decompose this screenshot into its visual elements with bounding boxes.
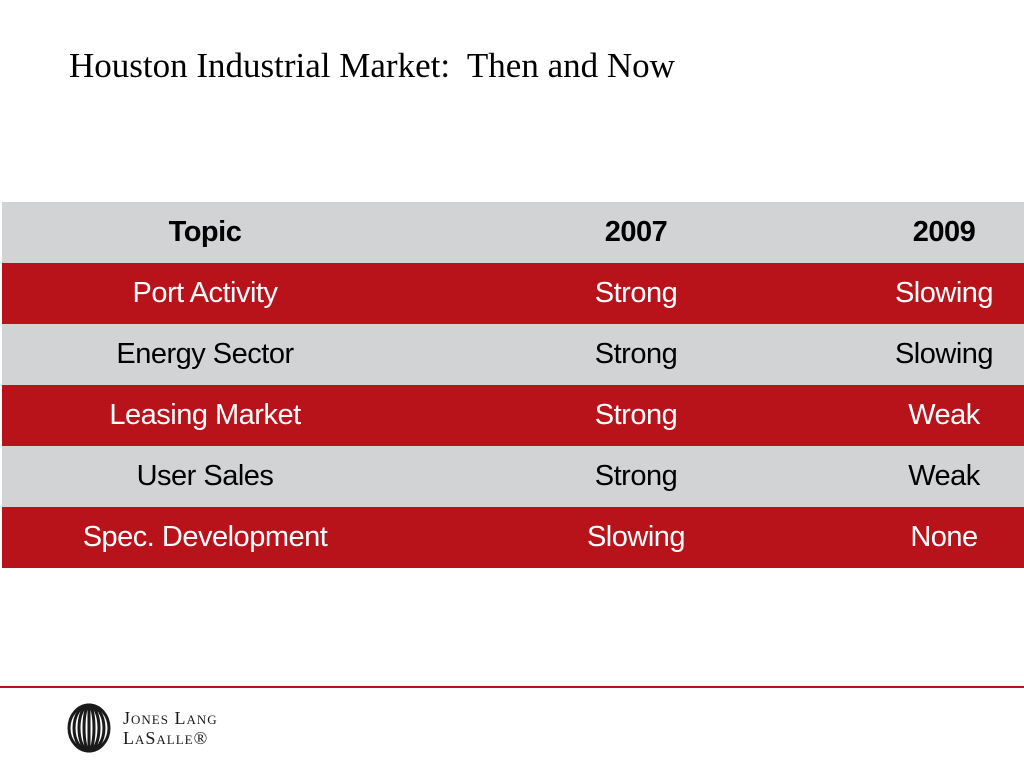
table-row: Energy Sector Strong Slowing — [2, 324, 1024, 385]
cell-topic: Port Activity — [132, 277, 279, 309]
cell-2009: Slowing — [894, 338, 994, 370]
cell-2007: Strong — [594, 277, 678, 309]
header-2007: 2007 — [604, 216, 668, 248]
company-logo: Jones Lang LaSalle® — [67, 703, 218, 753]
header-2009: 2009 — [912, 216, 976, 248]
comparison-table: Topic 2007 2009 Port Activity Strong Slo… — [2, 202, 1024, 568]
cell-2007: Slowing — [586, 521, 686, 553]
logo-wordmark: Jones Lang LaSalle® — [123, 708, 218, 748]
table-row: Spec. Development Slowing None — [2, 507, 1024, 568]
table-header-row: Topic 2007 2009 — [2, 202, 1024, 263]
table-row: Port Activity Strong Slowing — [2, 263, 1024, 324]
logo-line-2: LaSalle® — [123, 728, 209, 748]
cell-2007: Strong — [594, 338, 678, 370]
cell-2007: Strong — [594, 399, 678, 431]
table-row: Leasing Market Strong Weak — [2, 385, 1024, 446]
logo-line-1: Jones Lang — [123, 708, 218, 728]
cell-topic: Spec. Development — [82, 521, 328, 553]
cell-topic: User Sales — [136, 460, 274, 492]
jll-logo-icon — [67, 703, 111, 753]
footer-divider — [0, 686, 1024, 688]
cell-2009: Weak — [908, 399, 980, 431]
cell-topic: Energy Sector — [116, 338, 294, 370]
cell-2009: None — [910, 521, 978, 553]
cell-2009: Slowing — [894, 277, 994, 309]
cell-topic: Leasing Market — [109, 399, 301, 431]
slide-title: Houston Industrial Market: Then and Now — [69, 46, 675, 85]
table-row: User Sales Strong Weak — [2, 446, 1024, 507]
cell-2007: Strong — [594, 460, 678, 492]
cell-2009: Weak — [908, 460, 980, 492]
header-topic: Topic — [168, 216, 242, 248]
